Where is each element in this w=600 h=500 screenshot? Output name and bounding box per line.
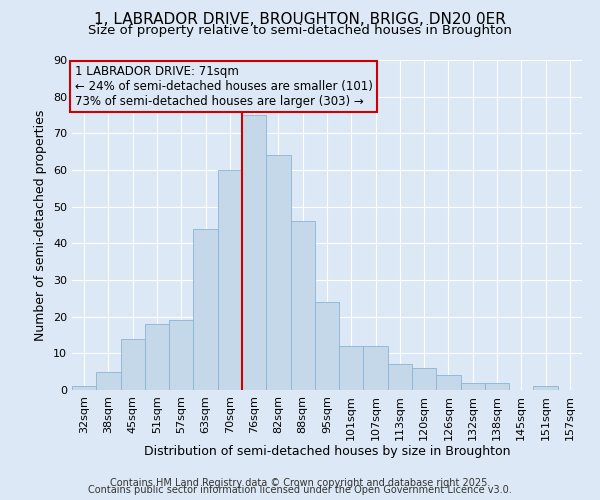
Bar <box>218 170 242 390</box>
Bar <box>364 346 388 390</box>
Text: 1 LABRADOR DRIVE: 71sqm
← 24% of semi-detached houses are smaller (101)
73% of s: 1 LABRADOR DRIVE: 71sqm ← 24% of semi-de… <box>74 65 373 108</box>
Bar <box>339 346 364 390</box>
Bar <box>461 382 485 390</box>
Bar <box>266 156 290 390</box>
Bar <box>436 376 461 390</box>
Text: 1, LABRADOR DRIVE, BROUGHTON, BRIGG, DN20 0ER: 1, LABRADOR DRIVE, BROUGHTON, BRIGG, DN2… <box>94 12 506 28</box>
Bar <box>315 302 339 390</box>
Bar <box>242 115 266 390</box>
Text: Contains HM Land Registry data © Crown copyright and database right 2025.: Contains HM Land Registry data © Crown c… <box>110 478 490 488</box>
X-axis label: Distribution of semi-detached houses by size in Broughton: Distribution of semi-detached houses by … <box>144 446 510 458</box>
Bar <box>121 338 145 390</box>
Bar <box>169 320 193 390</box>
Text: Contains public sector information licensed under the Open Government Licence v3: Contains public sector information licen… <box>88 485 512 495</box>
Bar <box>412 368 436 390</box>
Bar <box>485 382 509 390</box>
Bar <box>290 222 315 390</box>
Bar <box>193 228 218 390</box>
Y-axis label: Number of semi-detached properties: Number of semi-detached properties <box>34 110 47 340</box>
Bar <box>533 386 558 390</box>
Bar <box>145 324 169 390</box>
Bar <box>388 364 412 390</box>
Bar <box>72 386 96 390</box>
Bar <box>96 372 121 390</box>
Text: Size of property relative to semi-detached houses in Broughton: Size of property relative to semi-detach… <box>88 24 512 37</box>
